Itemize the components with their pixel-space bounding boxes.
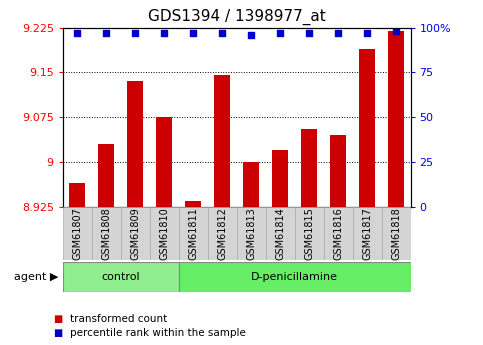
Text: GSM61818: GSM61818 <box>391 207 401 260</box>
Text: D-penicillamine: D-penicillamine <box>251 272 338 282</box>
Point <box>363 30 371 36</box>
Bar <box>128 81 143 207</box>
Text: GSM61811: GSM61811 <box>188 207 198 260</box>
Text: GSM61812: GSM61812 <box>217 207 227 260</box>
Text: GSM61817: GSM61817 <box>362 207 372 260</box>
Bar <box>353 207 382 260</box>
Text: GSM61815: GSM61815 <box>304 207 314 260</box>
Text: ■: ■ <box>53 328 62 338</box>
Bar <box>301 129 317 207</box>
Bar <box>99 144 114 207</box>
Text: percentile rank within the sample: percentile rank within the sample <box>70 328 246 338</box>
Bar <box>179 262 411 292</box>
Point <box>131 30 139 36</box>
Bar <box>185 201 201 207</box>
Title: GDS1394 / 1398977_at: GDS1394 / 1398977_at <box>148 9 326 25</box>
Bar <box>179 207 208 260</box>
Point <box>73 30 81 36</box>
Text: ■: ■ <box>53 314 62 324</box>
Bar <box>237 207 266 260</box>
Point <box>160 30 168 36</box>
Bar <box>359 49 375 207</box>
Text: GSM61809: GSM61809 <box>130 207 140 260</box>
Bar <box>382 207 411 260</box>
Bar <box>243 162 259 207</box>
Point <box>392 28 400 34</box>
Text: GSM61808: GSM61808 <box>101 207 111 260</box>
Bar <box>330 135 346 207</box>
Bar <box>214 76 230 207</box>
Point <box>334 30 342 36</box>
Point <box>247 32 255 38</box>
Point <box>189 30 197 36</box>
Bar <box>272 150 288 207</box>
Point <box>218 30 226 36</box>
Bar <box>266 207 295 260</box>
Bar <box>324 207 353 260</box>
Bar <box>63 262 179 292</box>
Text: transformed count: transformed count <box>70 314 167 324</box>
Bar <box>156 117 172 207</box>
Text: GSM61807: GSM61807 <box>72 207 82 260</box>
Point <box>102 30 110 36</box>
Text: agent ▶: agent ▶ <box>14 272 58 282</box>
Text: GSM61810: GSM61810 <box>159 207 169 260</box>
Bar <box>121 207 150 260</box>
Point <box>276 30 284 36</box>
Text: control: control <box>101 272 140 282</box>
Bar <box>63 207 92 260</box>
Text: GSM61814: GSM61814 <box>275 207 285 260</box>
Text: GSM61816: GSM61816 <box>333 207 343 260</box>
Text: GSM61813: GSM61813 <box>246 207 256 260</box>
Bar <box>92 207 121 260</box>
Bar <box>295 207 324 260</box>
Point <box>305 30 313 36</box>
Bar <box>388 31 404 207</box>
Bar <box>208 207 237 260</box>
Bar <box>150 207 179 260</box>
Bar <box>70 183 85 207</box>
